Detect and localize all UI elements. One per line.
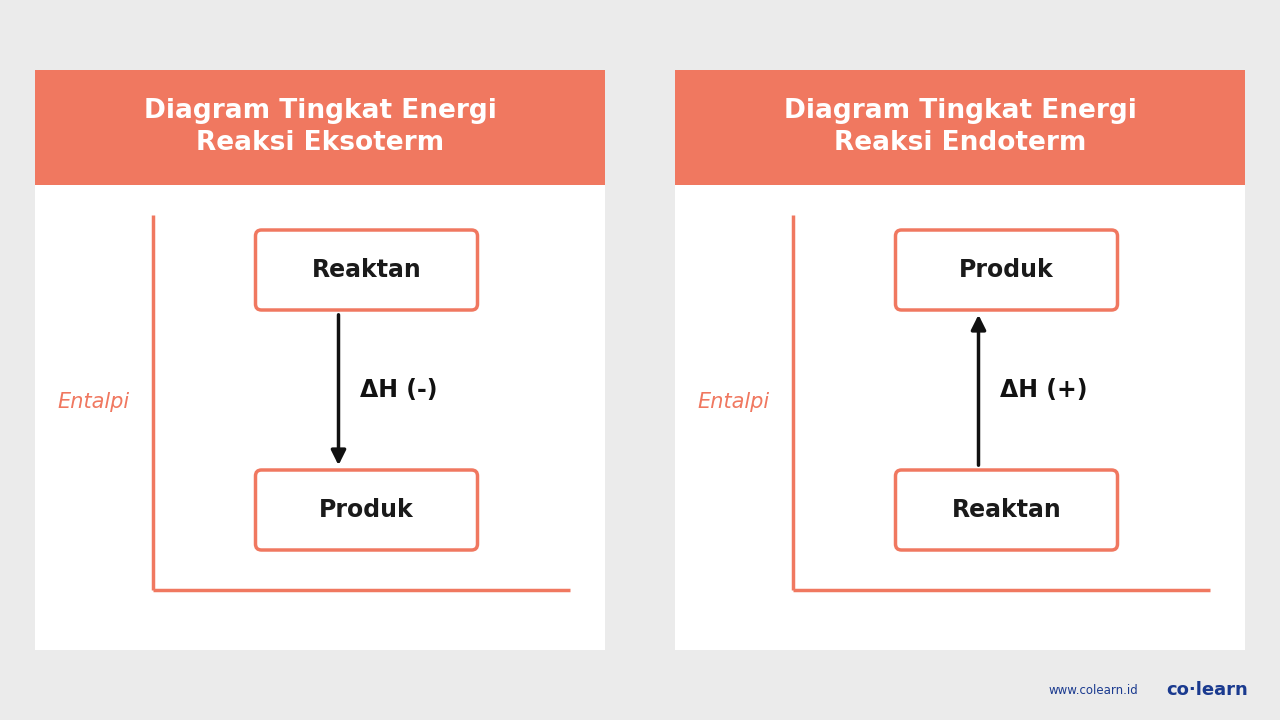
FancyBboxPatch shape: [675, 70, 1245, 650]
Text: ΔH (-): ΔH (-): [361, 378, 438, 402]
FancyBboxPatch shape: [256, 230, 477, 310]
FancyBboxPatch shape: [256, 470, 477, 550]
Text: Produk: Produk: [959, 258, 1053, 282]
Text: Reaktan: Reaktan: [951, 498, 1061, 522]
Text: ΔH (+): ΔH (+): [1001, 378, 1088, 402]
FancyBboxPatch shape: [35, 70, 605, 185]
Text: co·learn: co·learn: [1166, 681, 1248, 699]
FancyBboxPatch shape: [35, 70, 605, 650]
Text: Diagram Tingkat Energi: Diagram Tingkat Energi: [143, 99, 497, 125]
FancyBboxPatch shape: [675, 70, 1245, 185]
Text: Reaksi Endoterm: Reaksi Endoterm: [833, 130, 1087, 156]
Text: Reaksi Eksoterm: Reaksi Eksoterm: [196, 130, 444, 156]
Text: Reaktan: Reaktan: [311, 258, 421, 282]
Text: www.colearn.id: www.colearn.id: [1048, 683, 1138, 696]
FancyBboxPatch shape: [896, 230, 1117, 310]
FancyBboxPatch shape: [896, 470, 1117, 550]
Text: Entalpi: Entalpi: [696, 392, 769, 413]
Text: Produk: Produk: [319, 498, 413, 522]
Text: Diagram Tingkat Energi: Diagram Tingkat Energi: [783, 99, 1137, 125]
Text: Entalpi: Entalpi: [56, 392, 129, 413]
